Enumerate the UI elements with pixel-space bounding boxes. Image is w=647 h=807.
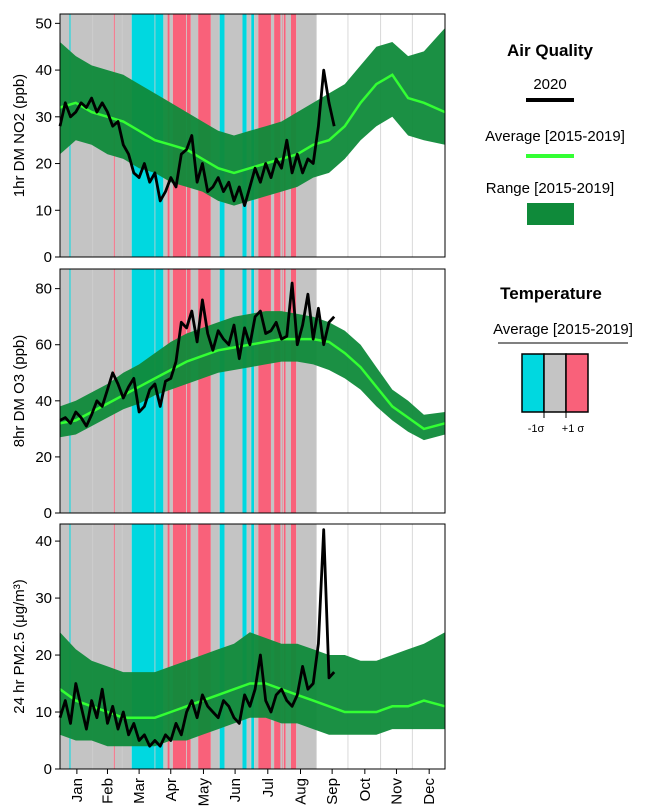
x-tick-label: Jul xyxy=(260,778,277,797)
temperature-band-warm xyxy=(167,524,170,769)
temperature-band-warm xyxy=(113,524,115,769)
y-tick-label: 30 xyxy=(35,109,52,126)
temperature-normal-swatch xyxy=(543,353,567,413)
y-tick-label: 0 xyxy=(44,505,52,522)
temperature-band-warm xyxy=(258,269,271,513)
temperature-band-cold xyxy=(219,269,225,513)
legend: Air Quality 2020 Average [2015-2019] Ran… xyxy=(485,41,633,435)
plot-frame xyxy=(59,523,446,770)
temperature-band-normal xyxy=(280,269,283,513)
temperature-warm-swatch xyxy=(565,353,589,413)
y-tick-label: 40 xyxy=(35,393,52,410)
temperature-band-cold xyxy=(69,269,71,513)
x-tick-label: Oct xyxy=(357,777,374,801)
x-tick-label: Aug xyxy=(292,778,309,805)
temperature-band-cold xyxy=(250,269,255,513)
y-tick-label: 80 xyxy=(35,281,52,298)
y-tick-label: 50 xyxy=(35,15,52,32)
y-tick-label: 0 xyxy=(44,761,52,778)
temperature-band-normal xyxy=(190,524,199,769)
legend-range-label: Range [2015-2019] xyxy=(486,180,614,197)
x-axis-months: Jan Feb Mar Apr May Jun Jul Aug Sep Oct Nov Dec xyxy=(69,769,438,806)
x-tick-label: Nov xyxy=(388,778,405,805)
y-tick-label: 10 xyxy=(35,704,52,721)
temperature-band-normal xyxy=(190,269,199,513)
x-tick-label: Dec xyxy=(421,778,438,805)
legend-year-label: 2020 xyxy=(533,76,566,93)
temperature-band-cold xyxy=(219,524,225,769)
y-tick-label: 10 xyxy=(35,202,52,219)
temperature-band-normal xyxy=(224,269,243,513)
temperature-band-normal xyxy=(246,269,251,513)
temperature-band-normal xyxy=(169,524,173,769)
x-tick-label: May xyxy=(195,778,212,807)
y-axis-label: 8hr DM O3 (ppb) xyxy=(11,335,28,448)
y-tick-label: 20 xyxy=(35,156,52,173)
air-quality-legend-title: Air Quality xyxy=(507,41,594,60)
series-2020 xyxy=(58,68,336,208)
temperature-cold-swatch xyxy=(521,353,545,413)
legend-average-label: Average [2015-2019] xyxy=(485,128,625,145)
series-2020 xyxy=(58,528,336,748)
temperature-band-warm xyxy=(167,269,170,513)
series-range xyxy=(60,311,445,441)
temperature-band-normal xyxy=(163,524,168,769)
temperature-band-normal xyxy=(210,524,220,769)
y-tick-label: 20 xyxy=(35,449,52,466)
y-tick-label: 0 xyxy=(44,249,52,266)
temperature-average-label: Average [2015-2019] xyxy=(493,321,633,338)
legend-range-swatch xyxy=(527,203,574,225)
x-tick-label: Apr xyxy=(163,778,180,801)
series-2020 xyxy=(59,281,336,428)
temperature-band-normal xyxy=(285,269,291,513)
x-tick-label: Mar xyxy=(131,778,148,804)
y-tick-label: 40 xyxy=(35,533,52,550)
y-tick-label: 40 xyxy=(35,62,52,79)
temperature-band-normal xyxy=(270,269,275,513)
y-tick-label: 20 xyxy=(35,647,52,664)
x-tick-label: Jan xyxy=(69,778,86,802)
panel-2: 0 20 40 60 80 8hr DM O3 (ppb) xyxy=(11,268,446,522)
temperature-band-normal xyxy=(254,269,259,513)
plot-frame xyxy=(59,13,446,258)
temperature-band-normal xyxy=(60,269,70,513)
panel-3: 0 10 20 30 40 24 hr PM2.5 (μg/m³) xyxy=(11,523,446,778)
y-tick-label: 30 xyxy=(35,590,52,607)
panel-1: 0 10 20 30 40 50 1hr DM NO2 (ppb) xyxy=(11,13,446,266)
chart-panels: 0 10 20 30 40 50 1hr DM NO2 (ppb) 0 20 40 60 80 8hr … xyxy=(11,13,446,778)
series-range xyxy=(60,28,445,206)
temperature-band-normal xyxy=(169,269,173,513)
plot-frame xyxy=(59,268,446,514)
temperature-band-warm xyxy=(282,269,286,513)
temperature-band-cold xyxy=(242,269,247,513)
plus-sigma-label: +1 σ xyxy=(562,423,585,435)
x-tick-label: Sep xyxy=(324,778,341,805)
y-tick-label: 60 xyxy=(35,337,52,354)
y-axis-label: 1hr DM NO2 (ppb) xyxy=(11,74,28,197)
minus-sigma-label: -1σ xyxy=(528,423,545,435)
series-average xyxy=(59,73,446,175)
y-axis-label: 24 hr PM2.5 (μg/m³) xyxy=(11,579,28,714)
temperature-band-normal xyxy=(210,269,220,513)
x-tick-label: Feb xyxy=(99,778,116,804)
x-tick-label: Jun xyxy=(227,778,244,802)
temperature-band-warm xyxy=(274,269,281,513)
temperature-band-warm xyxy=(172,269,191,513)
temperature-band-warm xyxy=(291,269,297,513)
temperature-legend-title: Temperature xyxy=(500,284,602,303)
